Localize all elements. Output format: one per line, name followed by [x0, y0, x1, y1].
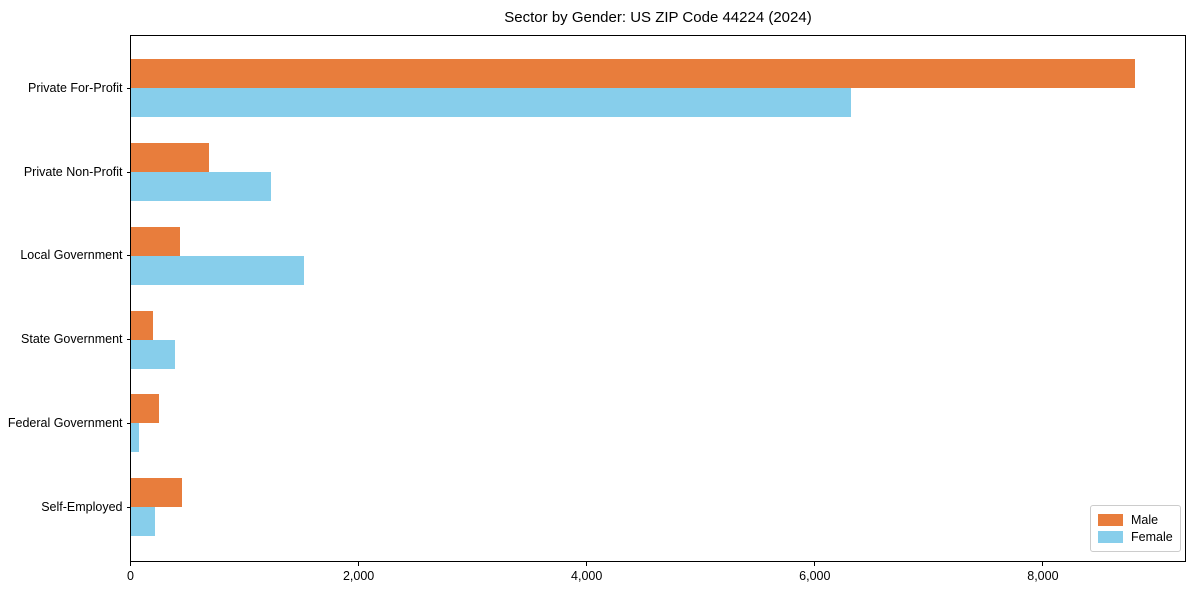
bar-female-private-non-profit — [130, 172, 271, 202]
chart-title: Sector by Gender: US ZIP Code 44224 (202… — [504, 9, 812, 26]
x-tick-label-0: 0 — [127, 569, 134, 583]
x-tick-label-6000: 6,000 — [799, 569, 831, 583]
bar-male-private-for-profit — [130, 59, 1136, 89]
y-label-private-non-profit: Private Non-Profit — [23, 164, 123, 179]
y-label-federal-government: Federal Government — [7, 415, 123, 430]
bar-female-state-government — [130, 339, 175, 369]
legend-entry-male: Male — [1098, 511, 1173, 528]
bar-male-federal-government — [130, 394, 159, 424]
legend-entry-female: Female — [1098, 529, 1173, 546]
x-tick-0 — [130, 562, 131, 566]
y-tick-state-government — [126, 339, 131, 341]
legend: Male Female — [1090, 505, 1181, 552]
legend-swatch-female — [1098, 531, 1123, 544]
y-tick-private-for-profit — [126, 87, 131, 89]
bar-female-private-for-profit — [130, 88, 852, 118]
x-tick-4000 — [586, 562, 588, 566]
y-tick-private-non-profit — [126, 171, 131, 173]
bar-female-local-government — [130, 255, 304, 285]
x-tick-label-2000: 2,000 — [342, 569, 375, 583]
y-tick-local-government — [126, 255, 131, 257]
x-tick-8000 — [1042, 562, 1044, 566]
legend-label-male: Male — [1131, 512, 1159, 527]
y-label-local-government: Local Government — [20, 248, 123, 263]
x-tick-label-8000: 8,000 — [1027, 569, 1059, 583]
x-tick-6000 — [814, 562, 816, 566]
legend-swatch-male — [1098, 513, 1123, 526]
y-tick-self-employed — [126, 506, 131, 508]
bar-female-self-employed — [130, 507, 155, 537]
plot-area — [130, 35, 1186, 562]
y-label-private-for-profit: Private For-Profit — [28, 80, 123, 95]
bar-male-private-non-profit — [130, 143, 210, 173]
legend-label-female: Female — [1131, 530, 1173, 545]
bar-male-local-government — [130, 226, 180, 256]
bar-male-state-government — [130, 310, 154, 340]
bar-female-federal-government — [130, 423, 139, 453]
y-tick-federal-government — [126, 422, 131, 424]
x-tick-2000 — [358, 562, 360, 566]
y-label-self-employed: Self-Employed — [41, 499, 123, 514]
y-label-state-government: State Government — [21, 332, 123, 347]
x-tick-label-4000: 4,000 — [571, 569, 603, 583]
bar-male-self-employed — [130, 478, 182, 508]
